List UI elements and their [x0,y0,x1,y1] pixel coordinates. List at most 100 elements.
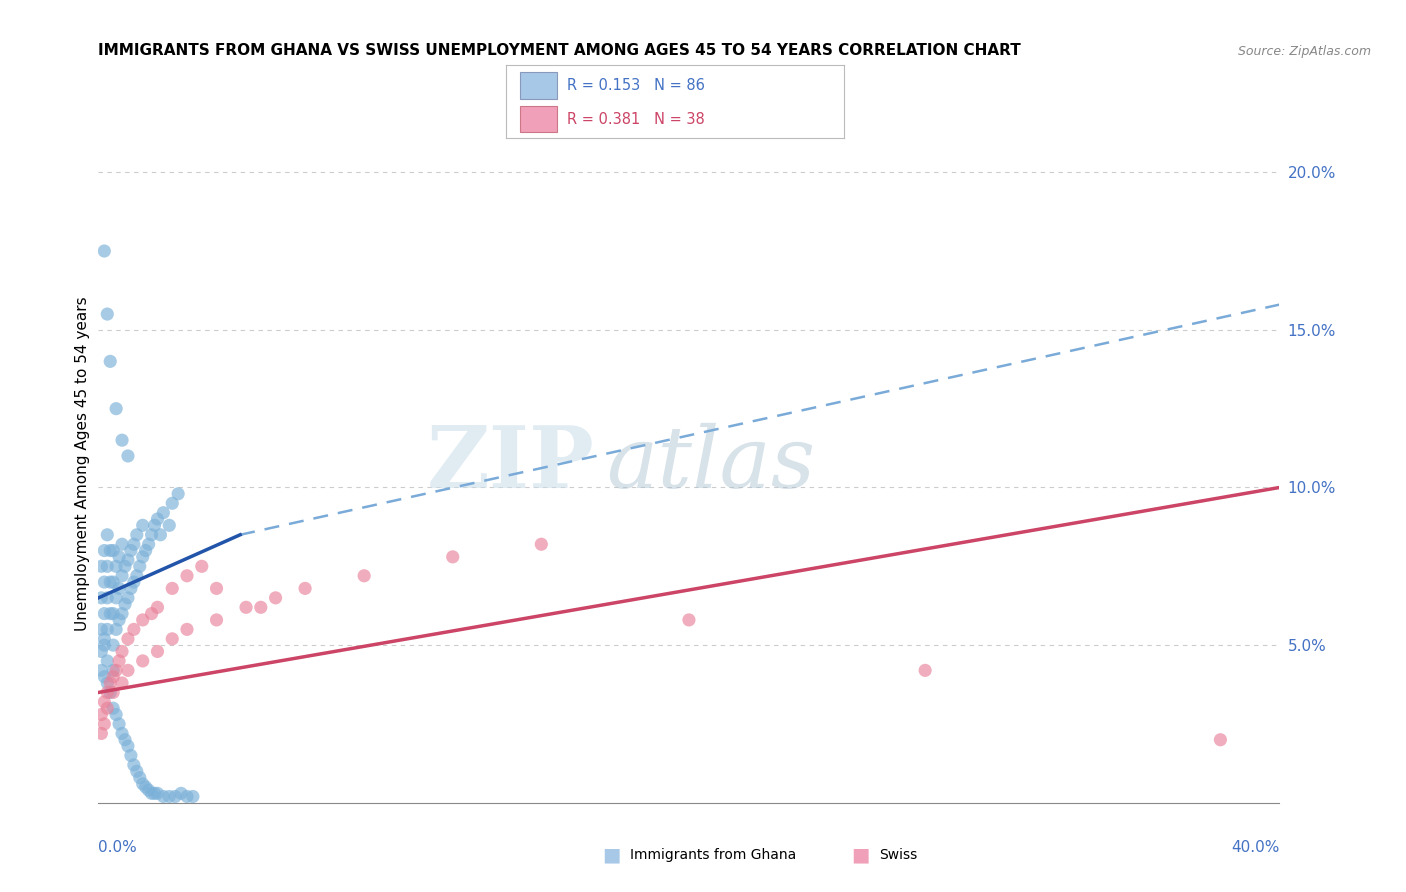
Text: Swiss: Swiss [879,847,917,862]
Point [162,582,183,596]
Point [111,433,134,447]
Point [111,537,134,551]
Point [108,654,131,668]
Point [132,654,155,668]
Point [176,789,198,804]
Text: atlas: atlas [606,423,815,505]
Point [157,789,180,804]
Point [103,664,125,678]
Text: ■: ■ [851,845,870,864]
Point [111,607,134,621]
Point [146,786,169,800]
Point [141,528,163,542]
Point [205,582,228,596]
Point [103,685,125,699]
Point [108,613,131,627]
Text: 0.0%: 0.0% [98,840,138,855]
Point [96,676,118,690]
Point [105,664,128,678]
Point [93,670,115,684]
Point [205,613,228,627]
Point [90,664,112,678]
Point [125,568,148,582]
Point [141,607,163,621]
Point [103,607,125,621]
Point [132,777,155,791]
Point [152,506,174,520]
Point [93,607,115,621]
Point [120,543,142,558]
Point [93,717,115,731]
Point [530,537,553,551]
Text: R = 0.153   N = 86: R = 0.153 N = 86 [567,78,704,93]
Point [146,600,169,615]
Point [143,518,166,533]
Point [117,664,139,678]
Point [235,600,257,615]
Point [103,701,125,715]
Point [105,591,128,605]
Point [176,623,198,637]
Point [96,685,118,699]
FancyBboxPatch shape [520,106,557,132]
Point [103,638,125,652]
Text: 40.0%: 40.0% [1232,840,1279,855]
Point [90,591,112,605]
Point [191,559,214,574]
Point [98,575,121,590]
Point [114,559,136,574]
Point [105,707,128,722]
Point [90,707,112,722]
Point [146,512,169,526]
Point [105,623,128,637]
Point [117,632,139,646]
Point [128,771,150,785]
Point [105,559,128,574]
Point [96,591,118,605]
Point [165,789,187,804]
Point [678,613,700,627]
Point [146,644,169,658]
Point [152,789,174,804]
Point [93,575,115,590]
Point [96,559,118,574]
Point [90,623,112,637]
Point [98,543,121,558]
Point [128,559,150,574]
Point [157,518,180,533]
Point [914,664,936,678]
Point [138,537,160,551]
Point [114,732,136,747]
Point [120,582,142,596]
FancyBboxPatch shape [520,72,557,99]
Point [294,582,316,596]
Point [162,496,183,510]
Point [181,789,204,804]
Point [108,717,131,731]
Point [132,549,155,564]
Point [96,654,118,668]
Point [98,685,121,699]
Point [149,528,172,542]
Point [353,568,375,582]
Point [441,549,464,564]
Point [162,632,183,646]
Point [135,543,157,558]
Point [93,638,115,652]
Point [98,607,121,621]
Text: ■: ■ [602,845,621,864]
Point [122,623,145,637]
Point [1209,732,1232,747]
Point [93,695,115,709]
Point [122,575,145,590]
Point [167,487,190,501]
Point [96,307,118,321]
Text: R = 0.381   N = 38: R = 0.381 N = 38 [567,112,704,127]
Text: Immigrants from Ghana: Immigrants from Ghana [630,847,796,862]
Point [117,553,139,567]
Point [117,591,139,605]
Point [90,726,112,740]
Point [103,543,125,558]
Point [111,568,134,582]
Point [108,549,131,564]
